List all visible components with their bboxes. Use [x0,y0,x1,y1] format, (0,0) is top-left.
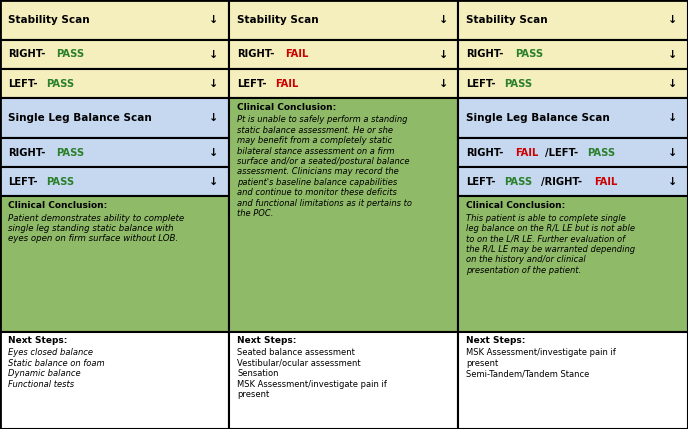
Text: PASS: PASS [56,49,85,60]
Text: ↓: ↓ [668,49,678,60]
Text: Seated balance assessment
Vestibular/ocular assessment
Sensation
MSK Assessment/: Seated balance assessment Vestibular/ocu… [237,348,387,399]
Text: ↓: ↓ [209,15,219,25]
Text: Clinical Conclusion:: Clinical Conclusion: [8,201,107,210]
Text: PASS: PASS [56,148,85,158]
Text: ↓: ↓ [438,79,448,89]
Text: RIGHT-: RIGHT- [8,49,45,60]
Bar [229,69,458,98]
Bar [0,69,229,98]
Text: LEFT-: LEFT- [8,177,38,187]
Text: Eyes closed balance
Static balance on foam
Dynamic balance
Functional tests: Eyes closed balance Static balance on fo… [8,348,105,389]
Text: FAIL: FAIL [275,79,299,89]
Bar [458,98,688,138]
Bar [0,40,229,69]
Text: RIGHT-: RIGHT- [237,49,275,60]
Text: This patient is able to complete single
leg balance on the R/L LE but is not abl: This patient is able to complete single … [466,214,636,275]
Text: Stability Scan: Stability Scan [466,15,548,25]
Text: ↓: ↓ [209,49,219,60]
Text: PASS: PASS [515,49,543,60]
Text: ↓: ↓ [668,15,678,25]
Bar [458,167,688,196]
Bar [0,0,229,40]
Text: ↓: ↓ [438,49,448,60]
Text: Next Steps:: Next Steps: [466,336,526,345]
Bar [0,332,229,429]
Text: PASS: PASS [46,79,74,89]
Text: PASS: PASS [46,177,74,187]
Text: RIGHT-: RIGHT- [466,49,504,60]
Bar [229,98,458,332]
Text: FAIL: FAIL [286,49,309,60]
Bar [458,0,688,40]
Bar [458,40,688,69]
Text: LEFT-: LEFT- [466,79,496,89]
Text: ↓: ↓ [668,177,678,187]
Bar [458,69,688,98]
Bar [0,98,229,138]
Text: Pt is unable to safely perform a standing
static balance assessment. He or she
m: Pt is unable to safely perform a standin… [237,115,412,218]
Bar [0,167,229,196]
Text: PASS: PASS [504,177,533,187]
Text: ↓: ↓ [209,177,219,187]
Text: Single Leg Balance Scan: Single Leg Balance Scan [8,113,152,123]
Text: Stability Scan: Stability Scan [237,15,319,25]
Text: PASS: PASS [588,148,616,158]
Text: LEFT-: LEFT- [237,79,267,89]
Text: PASS: PASS [504,79,533,89]
Text: ↓: ↓ [209,79,219,89]
Text: ↓: ↓ [668,148,678,158]
Text: /LEFT-: /LEFT- [545,148,578,158]
Text: ↓: ↓ [668,113,678,123]
Bar [229,40,458,69]
Text: ↓: ↓ [438,15,448,25]
Text: MSK Assessment/investigate pain if
present
Semi-Tandem/Tandem Stance: MSK Assessment/investigate pain if prese… [466,348,616,378]
Text: ↓: ↓ [209,148,219,158]
Text: FAIL: FAIL [515,148,538,158]
Text: Patient demonstrates ability to complete
single leg standing static balance with: Patient demonstrates ability to complete… [8,214,184,243]
Text: LEFT-: LEFT- [8,79,38,89]
Text: Stability Scan: Stability Scan [8,15,90,25]
Bar [458,138,688,167]
Text: LEFT-: LEFT- [466,177,496,187]
Text: Single Leg Balance Scan: Single Leg Balance Scan [466,113,610,123]
Bar [229,332,458,429]
Text: Next Steps:: Next Steps: [8,336,67,345]
Text: RIGHT-: RIGHT- [8,148,45,158]
Text: ↓: ↓ [668,79,678,89]
Text: Clinical Conclusion:: Clinical Conclusion: [237,103,336,112]
Bar [458,196,688,332]
Text: RIGHT-: RIGHT- [466,148,504,158]
Bar [0,138,229,167]
Bar [229,0,458,40]
Text: FAIL: FAIL [594,177,617,187]
Text: ↓: ↓ [209,113,219,123]
Text: Clinical Conclusion:: Clinical Conclusion: [466,201,566,210]
Text: Next Steps:: Next Steps: [237,336,297,345]
Bar [0,196,229,332]
Text: /RIGHT-: /RIGHT- [541,177,582,187]
Bar [458,332,688,429]
